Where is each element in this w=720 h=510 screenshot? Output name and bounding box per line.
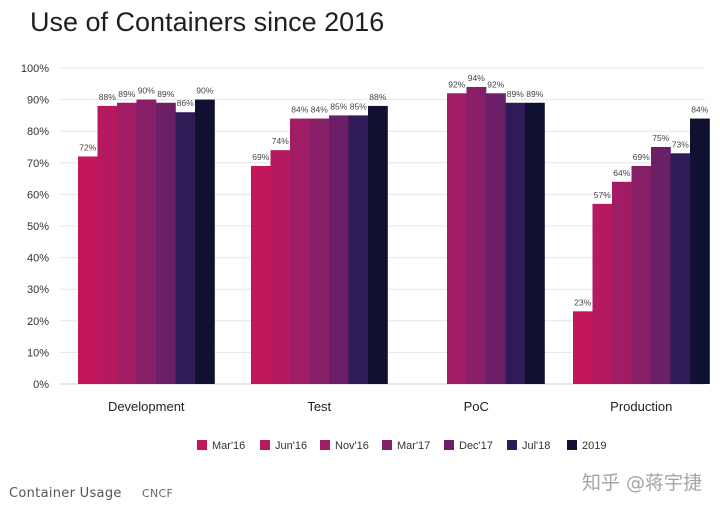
bar [117,102,137,384]
legend: Mar'16 Jun'16 Nov'16 Mar'17 Dec'17 Jul'18 2019 [197,440,606,452]
data-label: 89% [526,89,543,99]
legend-swatch [197,440,207,450]
data-label: 88% [99,92,116,102]
legend-label: Dec'17 [459,440,493,452]
data-label: 92% [487,79,504,89]
data-label: 92% [448,79,465,89]
bar [136,99,157,384]
bar [447,93,467,384]
bars [78,86,710,385]
bar [631,165,652,384]
category-labels: Development Test PoC Production [108,399,672,414]
data-label: 84% [311,105,328,115]
data-label: 73% [672,139,689,149]
legend-swatch [507,440,517,450]
y-tick-label: 20% [27,316,49,328]
caption-source: CNCF [142,487,174,500]
y-tick-label: 100% [21,63,49,75]
bar [195,99,215,384]
data-label: 89% [157,89,174,99]
data-label: 88% [369,92,386,102]
data-label: 90% [138,86,155,96]
category-label: PoC [464,399,489,414]
bar [156,102,176,384]
y-tick-label: 60% [27,189,49,201]
data-label: 89% [507,89,524,99]
legend-label: Nov'16 [335,440,369,452]
y-tick-label: 10% [27,347,49,359]
bar [348,115,369,385]
legend-label: Jul'18 [522,440,550,452]
watermark: 知乎 @蒋宇捷 [581,472,702,494]
legend-swatch [444,440,454,450]
y-tick-label: 80% [27,126,49,138]
y-tick-label: 40% [27,253,49,265]
bar [670,153,691,384]
y-tick-label: 90% [27,95,49,107]
bar [97,105,118,385]
legend-swatch [320,440,330,450]
y-tick-label: 0% [33,379,49,391]
data-label: 74% [272,136,289,146]
data-label: 85% [330,101,347,111]
legend-label: 2019 [582,440,606,452]
data-label: 72% [79,142,96,152]
legend-label: Jun'16 [275,440,307,452]
category-label: Production [610,399,672,414]
data-label: 84% [691,105,708,115]
category-label: Test [307,399,331,414]
data-label: 69% [252,152,269,162]
data-label: 86% [177,98,194,108]
chart-title: Use of Containers since 2016 [30,7,384,37]
y-axis-ticks: 0% 10% 20% 30% 40% 50% 60% 70% 80% 90% 100% [21,63,49,391]
bar [612,181,632,384]
bar [573,311,593,384]
bar [486,93,506,384]
caption-label: Container Usage [9,486,122,501]
data-label: 94% [468,73,485,83]
legend-swatch [382,440,392,450]
data-label: 57% [594,190,611,200]
bar [651,147,671,384]
data-label: 85% [350,101,367,111]
bar [505,102,526,384]
data-label: 90% [196,86,213,96]
data-label: 84% [291,105,308,115]
data-label: 75% [652,133,669,143]
y-tick-label: 50% [27,221,49,233]
data-label: 89% [118,89,135,99]
bar [329,115,349,385]
bar [290,118,310,384]
bar [690,118,710,384]
bar [175,112,196,385]
legend-label: Mar'16 [212,440,245,452]
y-tick-label: 30% [27,284,49,296]
data-labels: 72%88% 89% 90% 89%86%90%69%74%84% 84% 85% 85%8… [79,73,708,307]
caption-bar: Container Usage CNCF [0,474,720,510]
data-label: 23% [574,297,591,307]
bar [592,203,613,384]
bar [525,102,545,384]
data-label: 64% [613,168,630,178]
bar [368,105,388,385]
data-label: 69% [633,152,650,162]
bar [270,150,291,384]
bar [78,156,98,384]
y-tick-label: 70% [27,158,49,170]
legend-swatch [260,440,270,450]
legend-swatch [567,440,577,450]
bar [309,118,330,384]
category-label: Development [108,399,185,414]
bar [466,86,487,385]
bar [251,165,271,384]
legend-label: Mar'17 [397,440,430,452]
